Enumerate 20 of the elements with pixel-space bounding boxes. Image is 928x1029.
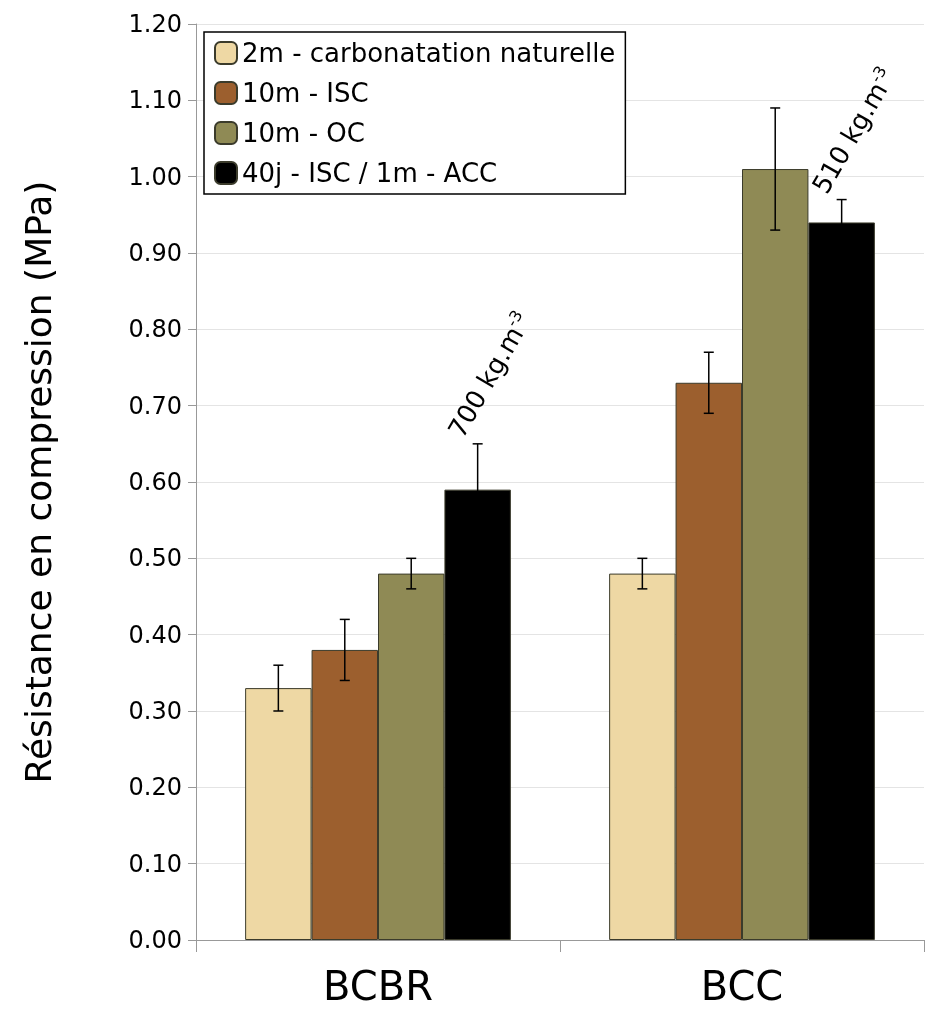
y-tick-label: 0.30 [128,697,182,725]
legend-label: 40j - ISC / 1m - ACC [242,158,498,188]
y-tick-label: 0.00 [128,926,182,954]
legend-label: 2m - carbonatation naturelle [242,38,616,68]
y-axis-title: Résistance en compression (MPa) [17,180,59,784]
y-tick-label: 0.20 [128,773,182,802]
y-tick-label: 1.10 [128,86,182,115]
legend-label: 10m - OC [242,118,365,148]
y-tick-label: 0.40 [128,620,182,649]
y-tick-label: 1.20 [128,10,182,38]
y-tick-label: 1.00 [128,162,182,191]
y-tick-label: 0.80 [128,315,182,344]
y-tick-label: 0.50 [128,544,182,573]
y-tick-label: 0.70 [128,391,182,420]
y-tick-label: 0.60 [128,468,182,496]
x-tick-label: BCBR [323,963,433,1009]
legend-label: 10m - ISC [242,78,369,108]
x-tick-label: BCC [700,963,784,1009]
y-tick-label: 0.90 [128,239,182,267]
y-tick-label: 0.10 [128,849,182,878]
